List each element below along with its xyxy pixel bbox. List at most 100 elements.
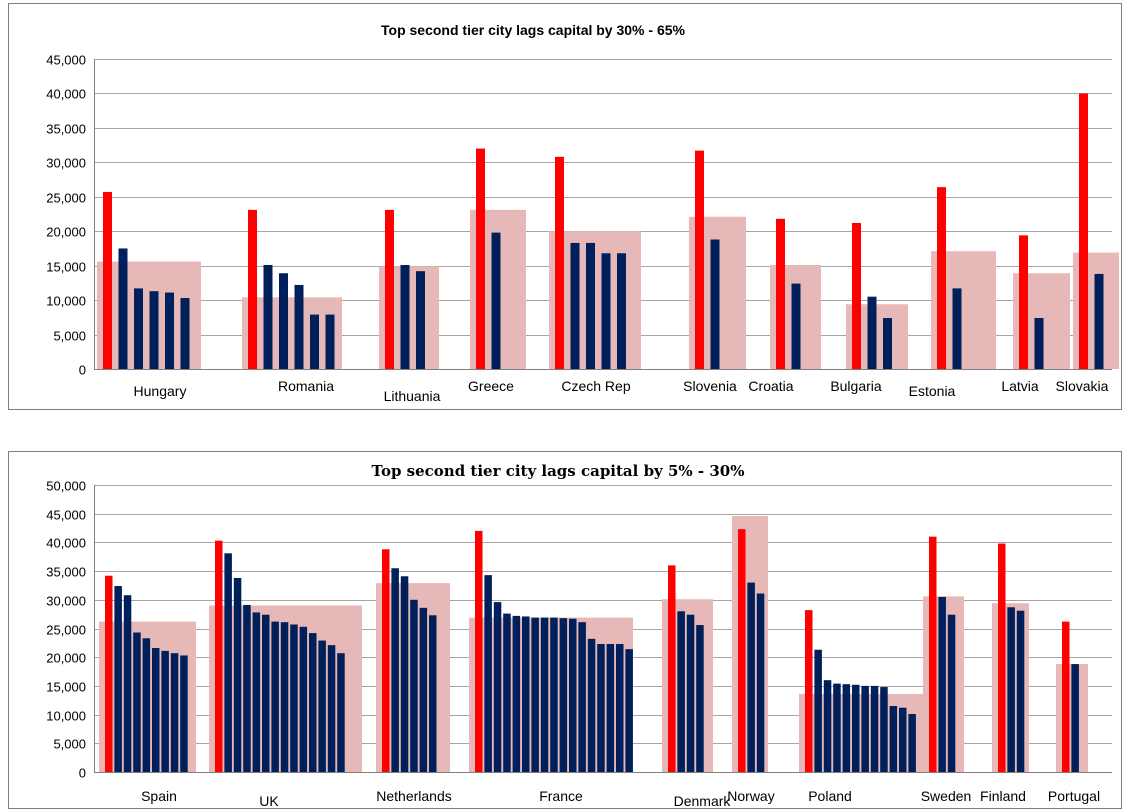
city-bar bbox=[601, 253, 611, 369]
y-tick-label: 45,000 bbox=[46, 508, 86, 523]
y-tick-label: 10,000 bbox=[46, 709, 86, 724]
city-bar bbox=[791, 283, 801, 369]
city-bar bbox=[299, 626, 308, 772]
city-bar bbox=[867, 296, 877, 369]
city-bar bbox=[133, 632, 141, 772]
city-bar bbox=[152, 648, 160, 772]
country-label: Lithuania bbox=[384, 388, 441, 404]
y-tick-label: 35,000 bbox=[46, 122, 86, 137]
city-bar bbox=[899, 707, 907, 772]
city-bar bbox=[118, 248, 128, 369]
city-bar bbox=[224, 553, 232, 772]
y-tick-label: 45,000 bbox=[46, 53, 86, 68]
city-bar bbox=[310, 314, 319, 369]
country-label: UK bbox=[259, 793, 279, 806]
city-bar bbox=[938, 596, 946, 772]
y-tick-label: 5,000 bbox=[53, 737, 86, 752]
city-bar bbox=[410, 599, 418, 772]
city-bar bbox=[908, 714, 916, 772]
city-bar bbox=[686, 614, 695, 772]
city-bar bbox=[522, 616, 530, 772]
city-bar bbox=[569, 618, 577, 772]
country-label: Estonia bbox=[909, 383, 956, 399]
city-bar bbox=[327, 645, 336, 772]
city-bar bbox=[586, 242, 595, 369]
city-bar bbox=[180, 655, 188, 772]
city-bar bbox=[262, 614, 270, 772]
city-bar bbox=[823, 680, 832, 772]
capital-bar bbox=[1019, 235, 1028, 369]
city-bar bbox=[429, 615, 437, 772]
city-bar bbox=[570, 242, 580, 369]
city-bar bbox=[1034, 318, 1044, 369]
city-bar bbox=[271, 621, 279, 772]
city-bar bbox=[587, 638, 596, 772]
city-bar bbox=[170, 653, 179, 772]
city-bar bbox=[625, 649, 633, 772]
city-bar bbox=[491, 232, 501, 369]
y-tick-label: 10,000 bbox=[46, 294, 86, 309]
city-bar bbox=[279, 273, 288, 369]
city-bar bbox=[134, 288, 143, 369]
city-bar bbox=[252, 612, 261, 772]
capital-bar bbox=[382, 549, 390, 772]
capital-bar bbox=[248, 209, 257, 369]
capital-bar bbox=[805, 610, 813, 772]
capital-bar bbox=[738, 529, 746, 772]
city-bar bbox=[503, 613, 511, 772]
city-bar bbox=[165, 292, 174, 369]
country-label: Portugal bbox=[1048, 788, 1100, 804]
capital-bar bbox=[1062, 621, 1070, 772]
country-label: Greece bbox=[468, 378, 514, 394]
capital-bar bbox=[215, 540, 223, 772]
city-bar bbox=[883, 318, 892, 369]
country-label: France bbox=[539, 788, 583, 804]
city-bar bbox=[318, 640, 326, 772]
capital-bar bbox=[555, 156, 564, 369]
city-bar bbox=[617, 253, 626, 369]
city-bar bbox=[616, 643, 624, 772]
capital-bar bbox=[385, 209, 394, 369]
city-bar bbox=[233, 577, 242, 772]
country-label: Hungary bbox=[134, 383, 187, 399]
capital-bar bbox=[1079, 93, 1088, 369]
city-bar bbox=[870, 685, 879, 772]
country-label: Latvia bbox=[1001, 378, 1039, 394]
city-bar bbox=[142, 638, 151, 772]
city-bar bbox=[123, 595, 132, 772]
city-bar bbox=[280, 622, 289, 772]
country-label: Romania bbox=[278, 378, 334, 394]
city-bar bbox=[1016, 610, 1025, 772]
y-tick-label: 35,000 bbox=[46, 565, 86, 580]
city-bar bbox=[161, 650, 169, 772]
chart-1-svg: Top second tier city lags capital by 30%… bbox=[46, 22, 1119, 404]
capital-bar bbox=[476, 148, 485, 369]
capital-bar bbox=[852, 222, 861, 369]
chart-panel-2: Top second tier city lags capital by 5% … bbox=[8, 451, 1122, 809]
city-bar bbox=[263, 264, 273, 369]
city-bar bbox=[597, 643, 605, 772]
country-label: Finland bbox=[980, 788, 1026, 804]
city-bar bbox=[880, 687, 888, 772]
city-bar bbox=[309, 633, 317, 772]
y-tick-label: 30,000 bbox=[46, 156, 86, 171]
city-bar bbox=[710, 239, 720, 369]
city-bar bbox=[337, 653, 345, 772]
capital-bar bbox=[937, 187, 946, 369]
country-label: Slovakia bbox=[1056, 378, 1109, 394]
country-label: Slovenia bbox=[683, 378, 737, 394]
city-bar bbox=[578, 622, 586, 772]
y-tick-label: 15,000 bbox=[46, 260, 86, 275]
city-bar bbox=[290, 624, 298, 772]
country-label: Spain bbox=[141, 788, 177, 804]
city-bar bbox=[294, 284, 304, 369]
city-bar bbox=[400, 264, 410, 369]
capital-bar bbox=[475, 530, 483, 772]
city-bar bbox=[756, 593, 765, 772]
y-tick-label: 40,000 bbox=[46, 536, 86, 551]
y-tick-label: 5,000 bbox=[53, 329, 86, 344]
y-tick-label: 25,000 bbox=[46, 623, 86, 638]
city-bar bbox=[243, 604, 251, 772]
city-bar bbox=[114, 586, 122, 772]
national-average-bar bbox=[242, 297, 342, 369]
